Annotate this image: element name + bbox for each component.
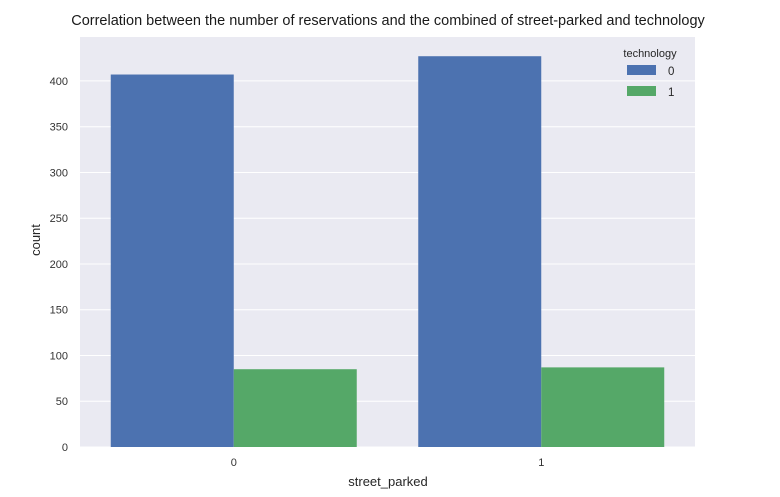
x-axis-label: street_parked (348, 474, 428, 489)
y-tick-label: 100 (50, 350, 68, 362)
y-tick-label: 0 (62, 442, 68, 454)
y-tick-label: 400 (50, 76, 68, 88)
legend: technology 0 1 (623, 48, 677, 99)
legend-swatch-1 (627, 86, 656, 96)
y-tick-label: 250 (50, 213, 68, 225)
x-tick-label: 1 (538, 457, 544, 469)
legend-label-1: 1 (668, 87, 674, 99)
y-tick-label: 300 (50, 167, 68, 179)
legend-swatch-0 (627, 65, 656, 75)
chart-title: Correlation between the number of reserv… (71, 13, 705, 29)
y-axis-ticks: 0 50 100 150 200 250 300 350 400 (50, 76, 68, 454)
legend-title: technology (623, 48, 677, 60)
y-tick-label: 150 (50, 305, 68, 317)
bar-street-parked-1-technology-1 (541, 367, 665, 447)
bar-street-parked-0-technology-1 (233, 369, 357, 447)
bars (110, 56, 665, 447)
bar-street-parked-1-technology-0 (418, 56, 542, 447)
y-tick-label: 350 (50, 122, 68, 134)
y-tick-label: 50 (56, 396, 68, 408)
legend-label-0: 0 (668, 66, 674, 78)
bar-street-parked-0-technology-0 (110, 74, 234, 447)
y-axis-label: count (28, 224, 43, 256)
x-tick-label: 0 (231, 457, 237, 469)
y-tick-label: 200 (50, 259, 68, 271)
